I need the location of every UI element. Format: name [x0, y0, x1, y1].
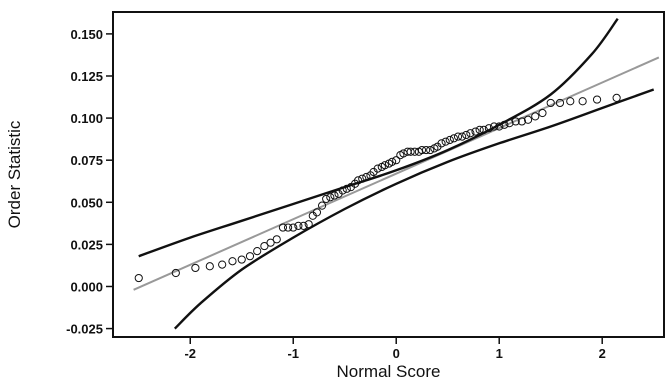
- data-point: [326, 193, 335, 202]
- data-point: [317, 201, 327, 210]
- data-point: [272, 235, 281, 244]
- data-point: [410, 147, 419, 156]
- x-tick-label: 0: [393, 346, 400, 361]
- x-tick-label: -2: [184, 346, 196, 361]
- x-tick-label: 1: [496, 346, 503, 361]
- data-point: [253, 247, 262, 256]
- y-axis-title: Order Statistic: [5, 120, 24, 228]
- data-point: [354, 176, 363, 185]
- data-point: [458, 132, 467, 141]
- data-point: [330, 191, 339, 200]
- data-point: [266, 238, 275, 247]
- data-point: [388, 157, 397, 166]
- x-tick-label: 2: [599, 346, 606, 361]
- data-point: [555, 98, 565, 108]
- y-tick-label: 0.075: [70, 153, 103, 168]
- data-point: [471, 127, 480, 136]
- data-point: [479, 125, 488, 134]
- x-axis-title: Normal Score: [337, 362, 441, 381]
- data-point: [449, 134, 458, 143]
- data-point: [511, 117, 520, 126]
- y-tick-label: 0.150: [70, 27, 103, 42]
- x-axis-ticks: -2 -1 0 1 2: [184, 337, 606, 361]
- data-point: [484, 124, 494, 133]
- data-point: [578, 97, 587, 106]
- data-point: [304, 220, 313, 229]
- y-tick-label: -0.025: [66, 322, 103, 337]
- data-point: [517, 117, 526, 126]
- data-point: [373, 164, 382, 173]
- data-point: [380, 161, 389, 170]
- data-point: [523, 115, 533, 124]
- y-axis-ticks: -0.025 0.000 0.025 0.050 0.075 0.100 0.125 0.15…: [66, 27, 113, 337]
- data-point: [505, 119, 514, 128]
- data-point: [228, 257, 237, 266]
- upper-envelope-line: [138, 17, 619, 258]
- data-point: [392, 156, 401, 165]
- data-point: [489, 122, 499, 131]
- data-point: [171, 268, 180, 278]
- data-point: [445, 135, 454, 145]
- data-point: [500, 120, 509, 129]
- data-point: [245, 252, 255, 261]
- data-point: [260, 241, 269, 251]
- y-tick-label: 0.000: [70, 279, 103, 294]
- data-point: [475, 125, 484, 134]
- data-point: [358, 174, 367, 183]
- data-point: [338, 186, 347, 195]
- data-point: [538, 108, 547, 118]
- data-point: [417, 145, 427, 155]
- data-point: [566, 97, 575, 106]
- data-point: [546, 98, 555, 108]
- data-point: [342, 184, 351, 193]
- plot-area: [133, 17, 660, 330]
- data-point: [283, 223, 293, 232]
- data-point: [612, 93, 621, 102]
- data-point: [322, 194, 331, 204]
- data-point: [462, 130, 471, 140]
- data-point: [191, 263, 200, 273]
- data-point: [495, 122, 504, 131]
- data-point: [205, 262, 214, 271]
- data-point: [237, 255, 246, 264]
- lower-envelope-line: [173, 88, 655, 330]
- data-point: [437, 139, 446, 148]
- data-point: [531, 112, 540, 121]
- plot-frame: [112, 11, 665, 338]
- y-tick-label: 0.025: [70, 237, 103, 252]
- data-point: [218, 260, 227, 269]
- data-point: [289, 223, 298, 232]
- data-point: [441, 137, 450, 146]
- y-tick-label: 0.050: [70, 195, 103, 210]
- data-point: [294, 221, 303, 230]
- y-tick-label: 0.100: [70, 111, 103, 126]
- data-point: [421, 145, 431, 155]
- x-tick-label: -1: [287, 346, 299, 361]
- data-point: [466, 129, 475, 138]
- data-point: [426, 145, 435, 155]
- data-point: [134, 273, 143, 283]
- data-point: [453, 132, 463, 141]
- data-point: [278, 223, 288, 232]
- data-point: [592, 95, 602, 104]
- data-point: [406, 147, 415, 156]
- data-point: [312, 208, 322, 217]
- y-tick-label: 0.125: [70, 69, 103, 84]
- fit-line: [133, 56, 660, 291]
- data-point: [299, 221, 308, 230]
- data-point: [362, 172, 371, 182]
